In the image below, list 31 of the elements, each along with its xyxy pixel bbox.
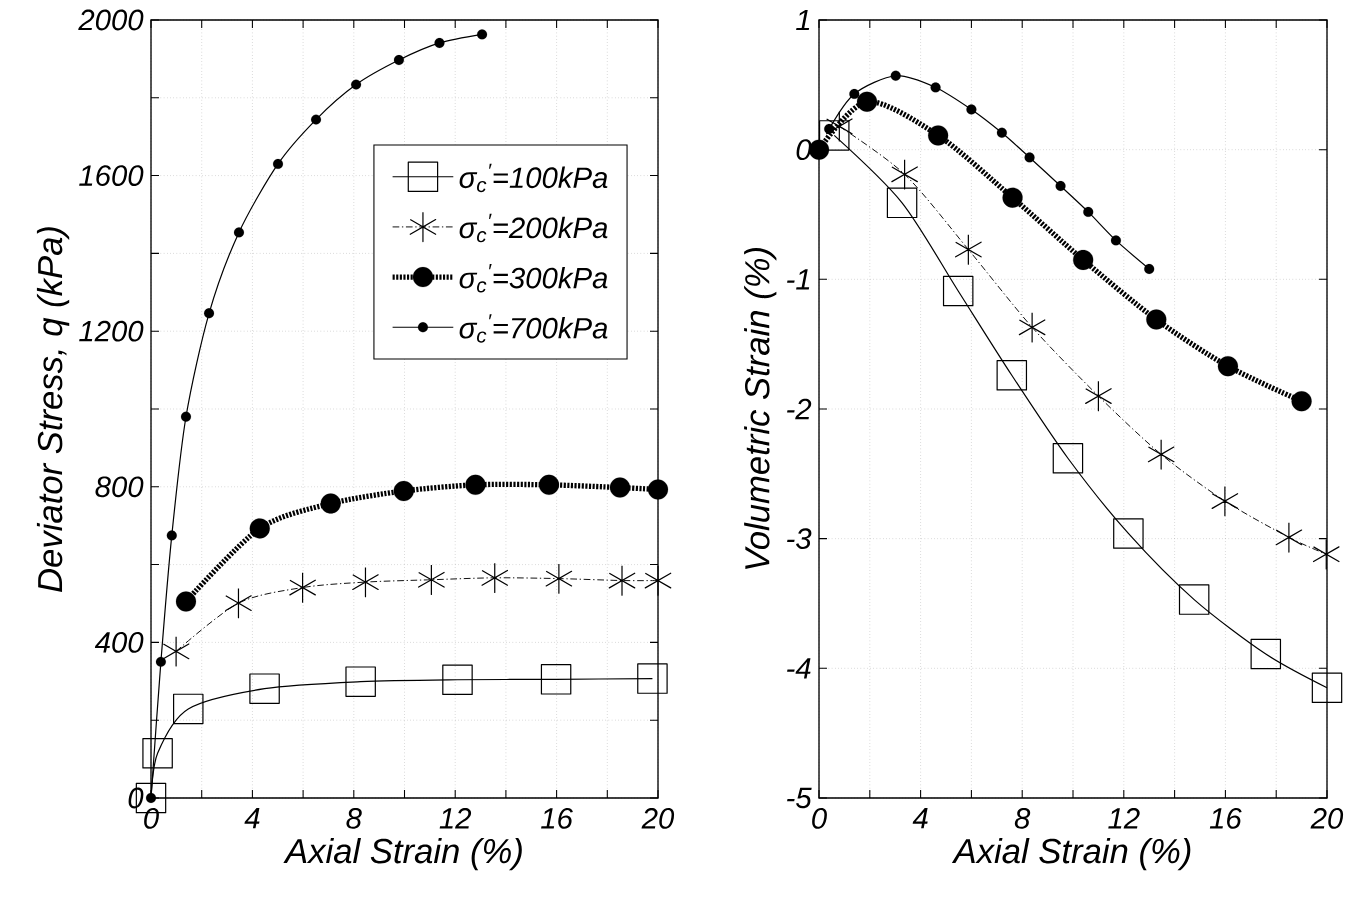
y-tick-label: -1 (787, 269, 810, 290)
x-tick-label: 8 (1014, 808, 1031, 829)
y-tick-label: 2000 (78, 9, 144, 31)
x-tick-label: 16 (1209, 808, 1242, 829)
y-tick-label: 1600 (79, 165, 144, 186)
x-tick-label: 4 (244, 808, 260, 829)
x-tick-label: 12 (439, 808, 472, 829)
x-tick-label: 4 (912, 808, 928, 829)
y-tick-label: 1 (796, 9, 810, 31)
x-tick-label: 20 (641, 808, 675, 829)
legend-label: σ$_{c}$$^{′}$=200kPa (459, 213, 608, 243)
legend-label: σ$_{c}$$^{′}$=700kPa (459, 314, 608, 343)
x-tick-label: 16 (541, 808, 573, 829)
y-tick-label: 400 (94, 631, 144, 653)
y-tick-label: -5 (787, 787, 812, 809)
y-axis-title: Volumetric Strain (%) (744, 248, 777, 570)
legend-label: σ$_{c}$$^{′}$=100kPa (459, 163, 608, 193)
y-tick-label: 1200 (79, 320, 144, 342)
x-axis-title: Axial Strain (%) (283, 837, 522, 871)
x-tick-label: 8 (346, 808, 362, 829)
x-axis-title: Axial Strain (%) (951, 837, 1191, 871)
y-tick-label: -2 (787, 398, 812, 420)
x-tick-label: 20 (1310, 808, 1344, 829)
x-tick-label: 0 (144, 808, 159, 829)
x-tick-label: 0 (812, 808, 827, 829)
y-tick-label: -4 (787, 658, 811, 679)
y-axis-title: Deviator Stress, q (kPa) (36, 227, 70, 592)
y-tick-label: 800 (95, 476, 144, 498)
x-tick-label: 12 (1108, 808, 1140, 829)
legend-label: σ$_{c}$$^{′}$=300kPa (459, 263, 608, 293)
y-tick-label: -3 (787, 528, 812, 550)
